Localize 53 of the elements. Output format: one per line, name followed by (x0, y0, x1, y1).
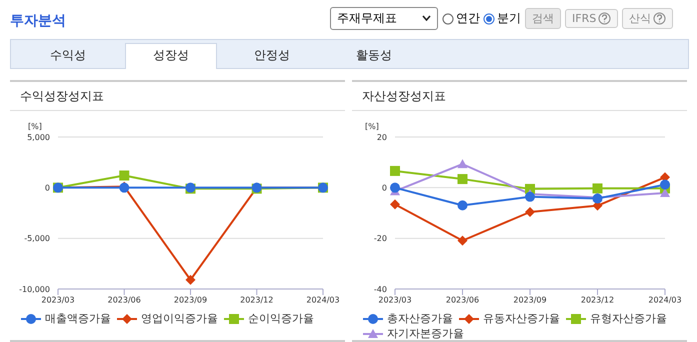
chart-title: 자산성장성지표 (352, 82, 687, 111)
point (186, 274, 196, 285)
point (660, 188, 670, 197)
legend-label: 유형자산증가율 (589, 311, 667, 326)
text: 산식 (622, 8, 674, 29)
y-axis-title: [%] (28, 122, 42, 131)
y-tick-label: 5,000 (27, 132, 50, 142)
y-tick-label: 0 (382, 184, 387, 193)
text: 수익성 (49, 47, 87, 64)
x-tick-label: 2023/12 (240, 296, 274, 305)
text: 분기 (496, 11, 521, 25)
x-tick-label: 2024/03 (648, 296, 682, 305)
point (390, 199, 400, 210)
x-tick-label: 2023/03 (41, 296, 75, 305)
point (458, 200, 468, 210)
point (390, 182, 400, 193)
text: 검색 (525, 8, 561, 29)
text: IFRS (565, 8, 618, 28)
x-tick-label: 2023/06 (446, 296, 480, 305)
text: 성장성 (125, 43, 217, 69)
point (458, 159, 468, 168)
x-tick-label: 2023/03 (378, 296, 412, 305)
y-tick-label: 20 (376, 132, 387, 142)
x-tick-label: 2023/09 (513, 296, 547, 305)
legend-label: 유동자산증가율 (482, 311, 560, 326)
point (119, 170, 130, 181)
legend-label: 자기자본증가율 (386, 326, 464, 341)
point (390, 166, 400, 176)
dropdown-field: 주재무제표 (330, 7, 438, 30)
text: 연간 (455, 11, 480, 25)
text: 활동성 (355, 47, 393, 64)
chart-title: 수익성장성지표 (10, 82, 345, 111)
text: 투자분석 (10, 12, 66, 30)
y-tick-label: -40 (374, 284, 387, 294)
legend-label: 매출액증가율 (44, 311, 111, 326)
legend-label: 총자산증가율 (386, 311, 453, 326)
y-tick-label: -20 (374, 234, 387, 244)
y-tick-label: -5,000 (24, 234, 50, 244)
point (458, 236, 468, 246)
x-tick-label: 2024/03 (306, 296, 340, 305)
point (458, 174, 468, 184)
x-tick-label: 2023/09 (174, 296, 208, 305)
x-tick-label: 2023/06 (108, 296, 141, 305)
legend-label: 영업이익증가율 (140, 311, 218, 326)
y-tick-label: -10,000 (19, 284, 50, 294)
y-tick-label: 0 (44, 184, 50, 193)
y-axis-title: [%] (365, 122, 379, 131)
point (592, 183, 602, 194)
x-tick-label: 2023/12 (580, 296, 614, 305)
point (525, 206, 535, 217)
text: 안정성 (253, 47, 291, 64)
legend-label: 순이익증가율 (247, 311, 314, 326)
point (660, 180, 670, 190)
